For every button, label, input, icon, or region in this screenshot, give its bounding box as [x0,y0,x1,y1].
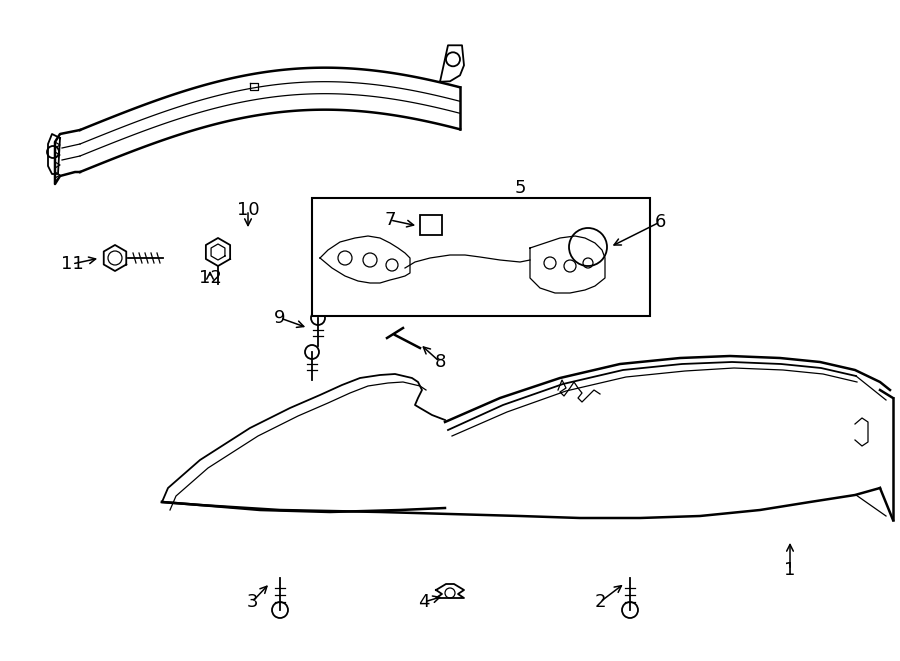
Text: 1: 1 [784,561,796,579]
Text: 6: 6 [654,213,666,231]
Polygon shape [530,236,605,293]
Text: 5: 5 [514,179,526,197]
Text: 7: 7 [384,211,396,229]
Polygon shape [880,390,893,520]
Bar [312,198,650,316]
Polygon shape [320,236,410,283]
Text: 10: 10 [237,201,259,219]
Text: 12: 12 [199,269,221,287]
Text: 9: 9 [274,309,286,327]
Text: 2: 2 [594,593,606,611]
Text: 3: 3 [247,593,257,611]
Text: 4: 4 [418,593,430,611]
Text: 8: 8 [435,353,446,371]
Bar [420,215,442,235]
Polygon shape [436,584,464,598]
Text: 11: 11 [60,255,84,273]
